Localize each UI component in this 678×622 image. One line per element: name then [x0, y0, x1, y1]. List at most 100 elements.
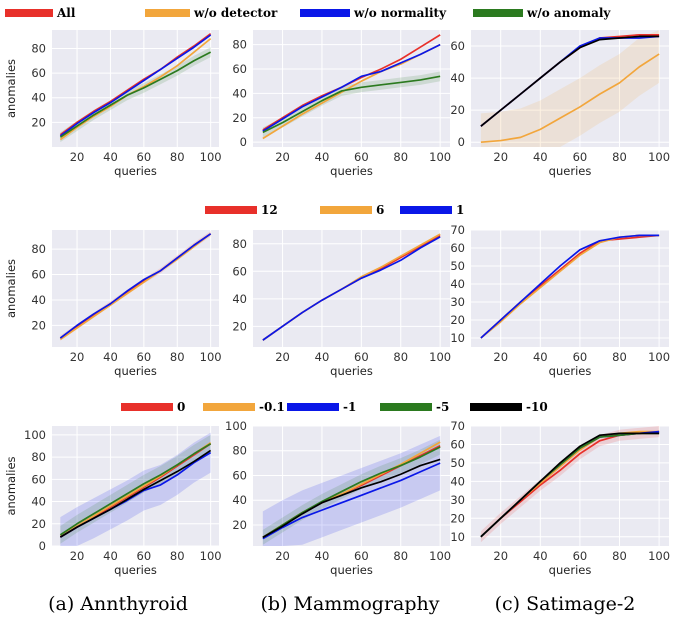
y-tick-label: 0	[39, 539, 46, 553]
y-tick-label: 70	[450, 223, 465, 237]
x-tick-label: 20	[70, 150, 85, 164]
y-tick-label: 50	[450, 259, 465, 273]
y-tick-label: 30	[450, 295, 465, 309]
series-line-1	[480, 234, 660, 339]
legend-label: -10	[526, 400, 548, 414]
x-axis-label: queries	[549, 364, 592, 378]
legend-swatch	[145, 9, 190, 17]
x-tick-label: 80	[170, 150, 185, 164]
x-tick-label: 40	[315, 549, 330, 563]
x-tick-label: 60	[137, 150, 152, 164]
series-line--10	[59, 449, 212, 538]
legend-swatch	[203, 403, 255, 411]
legend-label: -0.1	[259, 400, 285, 414]
legend-label: 1	[456, 203, 464, 217]
legend-row-2: 0 -0.1 -1 -5 -10	[121, 400, 548, 414]
y-tick-label: 100	[225, 419, 247, 433]
x-tick-label: 20	[275, 150, 290, 164]
plot-background	[471, 230, 669, 347]
x-tick-label: 80	[612, 350, 627, 364]
x-tick-label: 20	[70, 350, 85, 364]
y-tick-label: 20	[31, 517, 46, 531]
legend-swatch	[470, 403, 522, 411]
y-tick-label: 20	[31, 318, 46, 332]
x-axis-label: queries	[114, 364, 157, 378]
chart-panel-r0-c1: 20 40 60 80 100 0 20 40 60 80 queries	[232, 30, 451, 178]
subfigure-caption: (a) Annthyroid	[48, 593, 188, 615]
x-tick-label: 60	[137, 350, 152, 364]
legend-label: All	[56, 6, 76, 20]
y-axis-label: anomalies	[4, 456, 18, 515]
legend-label: w/o anomaly	[526, 6, 611, 20]
y-tick-label: 40	[31, 495, 46, 509]
y-tick-label: 80	[232, 38, 247, 52]
y-tick-label: 60	[232, 468, 247, 482]
y-tick-label: 70	[450, 419, 465, 433]
x-tick-label: 100	[648, 150, 670, 164]
series-line-1	[262, 236, 441, 341]
confidence-band-0	[480, 426, 660, 543]
x-tick-label: 20	[493, 150, 508, 164]
legend-swatch	[300, 9, 350, 17]
x-tick-label: 20	[275, 549, 290, 563]
y-tick-label: 80	[31, 242, 46, 256]
y-tick-label: 40	[232, 86, 247, 100]
x-tick-label: 20	[70, 549, 85, 563]
x-tick-label: 100	[200, 549, 222, 563]
y-tick-label: 100	[24, 428, 46, 442]
chart-panel-r0-c0: 20 40 60 80 100 20 40 60 80 queries anomalies	[4, 30, 222, 178]
x-tick-label: 60	[354, 150, 369, 164]
y-tick-label: 40	[450, 71, 465, 85]
x-tick-label: 20	[493, 350, 508, 364]
legend-label: w/o normality	[353, 6, 447, 20]
y-tick-label: 80	[232, 444, 247, 458]
y-tick-label: 60	[232, 62, 247, 76]
chart-panel-r1-c2: 20 40 60 80 100 10 20 30 40 50 60 70 queries	[450, 223, 670, 378]
x-axis-label: queries	[114, 164, 157, 178]
series-line--10	[262, 458, 441, 539]
chart-panel-r1-c1: 20 40 60 80 100 20 40 60 80 queries	[232, 230, 451, 378]
y-tick-label: 60	[450, 241, 465, 255]
y-tick-label: 60	[31, 268, 46, 282]
y-tick-label: 60	[31, 66, 46, 80]
confidence-band-w-o-detector	[480, 30, 660, 147]
x-tick-label: 100	[648, 549, 670, 563]
x-tick-label: 40	[315, 150, 330, 164]
legend-row-0: All w/o detector w/o normality w/o anomaly	[5, 6, 611, 20]
y-tick-label: 10	[450, 530, 465, 544]
y-tick-label: 80	[31, 41, 46, 55]
legend-label: 12	[261, 203, 278, 217]
series-line-w-o-normality	[59, 34, 212, 137]
y-tick-label: 40	[31, 293, 46, 307]
series-line-1	[59, 233, 212, 339]
confidence-band-w-o-anomaly	[262, 71, 441, 138]
legend-swatch	[5, 9, 53, 17]
legend-label: -5	[436, 400, 449, 414]
x-tick-label: 60	[354, 549, 369, 563]
legend-swatch	[121, 403, 173, 411]
legend-swatch	[205, 206, 257, 214]
y-axis-label: anomalies	[4, 59, 18, 118]
x-tick-label: 100	[200, 150, 222, 164]
y-tick-label: 20	[232, 319, 247, 333]
y-tick-label: 40	[31, 91, 46, 105]
y-tick-label: 40	[450, 474, 465, 488]
x-tick-label: 100	[200, 350, 222, 364]
y-tick-label: 50	[450, 456, 465, 470]
subfigure-caption: (c) Satimage-2	[495, 593, 636, 615]
legend-swatch	[287, 403, 339, 411]
subfigure-caption: (b) Mammography	[261, 593, 440, 615]
y-tick-label: 0	[240, 135, 247, 149]
legend-row-1: 12 6 1	[205, 203, 464, 217]
legend-label: -1	[343, 400, 356, 414]
x-tick-label: 40	[315, 350, 330, 364]
chart-panel-r2-c0: 20 40 60 80 100 0 20 40 60 80 100 queries anomalies	[4, 426, 222, 577]
y-tick-label: 60	[232, 264, 247, 278]
series-line--10	[480, 432, 660, 538]
x-tick-label: 40	[103, 350, 118, 364]
y-tick-label: 10	[450, 331, 465, 345]
x-tick-label: 100	[429, 350, 451, 364]
y-tick-label: 40	[232, 493, 247, 507]
x-tick-label: 100	[429, 549, 451, 563]
